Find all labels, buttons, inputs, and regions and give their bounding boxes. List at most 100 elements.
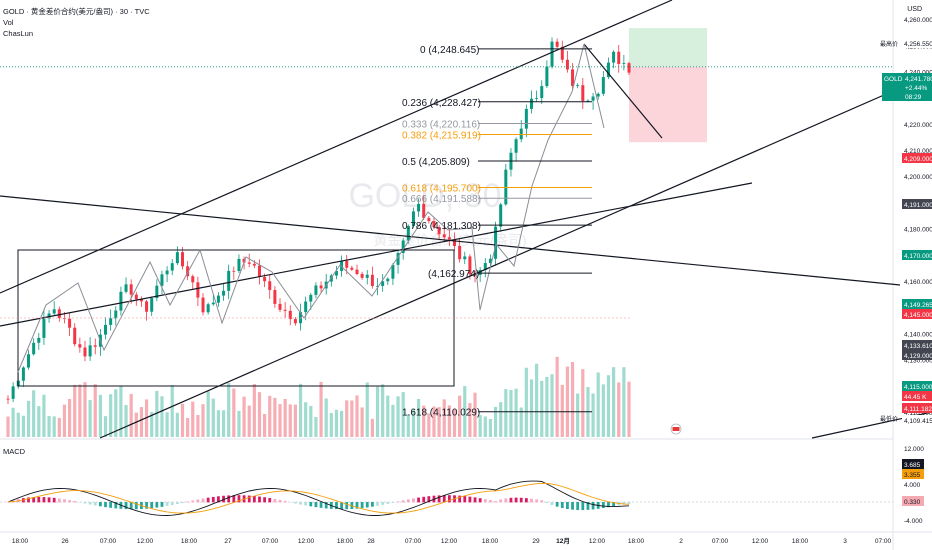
candle-body	[581, 85, 585, 101]
candle-body	[37, 337, 41, 343]
macd-histogram-bar	[68, 500, 71, 503]
macd-histogram-bar	[134, 502, 138, 510]
price-badge: 4,149.265	[904, 302, 932, 309]
channel-lower-line	[99, 87, 901, 439]
symbol-title[interactable]: GOLD · 黄金差价合约(美元/盎司) · 30 · TVC	[3, 7, 150, 16]
candle-body	[304, 301, 308, 313]
volume-bar	[252, 384, 256, 437]
volume-bar	[98, 394, 102, 437]
macd-histogram-bar	[396, 501, 400, 503]
macd-histogram-bar	[365, 502, 369, 508]
target-zone	[629, 28, 707, 67]
time-tick-label: 18:00	[337, 538, 354, 545]
signal-line	[7, 482, 630, 514]
volume-bar	[78, 384, 82, 437]
candle-body	[417, 203, 421, 212]
volume-bar	[165, 412, 169, 437]
candle-body	[268, 281, 272, 291]
macd-tick-label: -4.000	[904, 518, 923, 525]
macd-histogram-bar	[417, 497, 420, 503]
volume-bar	[196, 415, 200, 437]
candle-body	[365, 274, 369, 278]
macd-histogram-bar	[601, 502, 605, 509]
current-price-value: 4,241.780	[905, 76, 932, 83]
low-marker-label: 最低价	[880, 415, 898, 423]
candle-body	[32, 342, 36, 355]
volume-bar	[247, 405, 251, 437]
candle-body	[519, 128, 523, 140]
volume-bar	[134, 412, 138, 437]
candle-body	[145, 301, 149, 312]
volume-bar	[416, 398, 421, 437]
volume-bar	[463, 386, 467, 437]
fib-label: 0.333 (4,220.116)	[402, 120, 480, 131]
macd-histogram-bar	[27, 497, 30, 503]
volume-bar	[201, 404, 205, 437]
candle-body	[222, 290, 226, 296]
candle-body	[345, 260, 349, 268]
candle-body	[370, 274, 374, 287]
candle-body	[257, 265, 261, 278]
volume-bar	[67, 398, 72, 437]
macd-histogram-bar	[530, 498, 533, 503]
volume-bar	[6, 416, 10, 437]
volume-bar	[442, 399, 446, 437]
time-tick-label: 28	[367, 538, 375, 545]
price-tick-label: 4,130.000	[904, 357, 932, 364]
channel-upper-line	[0, 0, 673, 294]
macd-histogram-bar	[412, 498, 415, 503]
macd-histogram-bar	[83, 502, 87, 504]
macd-histogram-bar	[273, 498, 277, 503]
price-tick-label: 4,210.000	[904, 148, 932, 155]
volume-bar	[186, 417, 190, 437]
macd-label[interactable]: MACD	[3, 447, 26, 456]
macd-histogram-bar	[468, 496, 472, 503]
volume-bar	[16, 412, 20, 437]
macd-histogram-bar	[247, 495, 251, 503]
current-price-label: GOLD	[884, 76, 903, 83]
volume-bar	[293, 404, 298, 437]
volume-bar	[478, 415, 482, 437]
volume-bar	[396, 396, 400, 437]
volume-bar	[283, 398, 287, 437]
volume-label[interactable]: Vol	[3, 18, 14, 27]
volume-bar	[601, 384, 605, 437]
candle-body	[612, 51, 616, 63]
price-badge-bg	[902, 381, 932, 391]
macd-histogram-bar	[437, 495, 441, 503]
candle-body	[263, 277, 267, 282]
candlesticks	[6, 37, 631, 404]
time-tick-label: 3	[843, 538, 847, 545]
volume-bar	[401, 392, 405, 437]
macd-histogram-bar	[355, 502, 359, 509]
macd-histogram-bar	[145, 502, 148, 509]
macd-histogram-bar	[98, 502, 102, 507]
volume-bar	[622, 367, 626, 437]
macd-histogram-bar	[222, 495, 225, 503]
volume-bar	[581, 369, 585, 437]
candle-body	[396, 252, 400, 265]
currency-label[interactable]: USD	[907, 6, 922, 13]
low-value: 4,109.415	[904, 418, 932, 425]
candle-body	[442, 234, 446, 238]
macd-histogram-bar	[314, 502, 318, 508]
macd-histogram-bar	[360, 502, 364, 509]
time-tick-label: 12:00	[752, 538, 769, 545]
volume-bar	[206, 391, 210, 437]
volume-bar	[334, 409, 339, 437]
indicator-label[interactable]: ChasLun	[3, 29, 34, 38]
macd-histogram-bar	[309, 502, 313, 507]
price-tick-label: 4,180.000	[904, 227, 932, 234]
candle-body	[227, 270, 231, 291]
macd-histogram-bar	[540, 500, 544, 503]
candle-body	[447, 237, 451, 240]
volume-bar	[519, 407, 523, 437]
price-tick-label: 4,260.000	[904, 17, 932, 24]
macd-histogram-bar	[612, 502, 616, 507]
volume-bar	[545, 376, 549, 437]
macd-histogram-bar	[206, 497, 210, 503]
macd-line	[7, 480, 630, 516]
volume-bar	[381, 384, 385, 437]
candle-body	[422, 203, 426, 218]
